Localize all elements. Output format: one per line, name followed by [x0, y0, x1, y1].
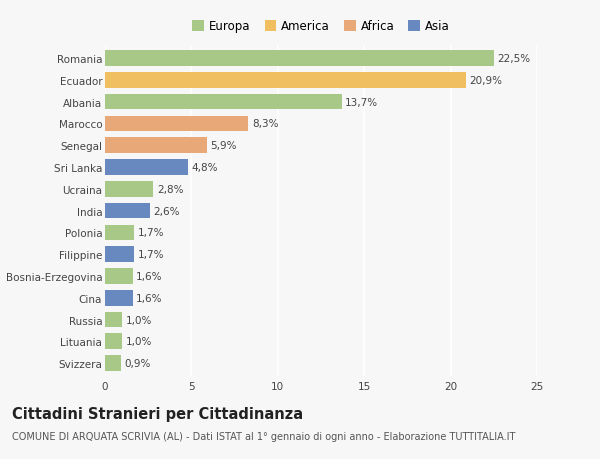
Text: 8,3%: 8,3%: [252, 119, 278, 129]
Bar: [105, 334, 122, 349]
Text: Cittadini Stranieri per Cittadinanza: Cittadini Stranieri per Cittadinanza: [12, 406, 303, 421]
Bar: [105, 51, 494, 67]
Bar: [105, 182, 154, 197]
Bar: [105, 95, 342, 110]
Text: 1,7%: 1,7%: [138, 250, 164, 260]
Text: 22,5%: 22,5%: [497, 54, 530, 64]
Text: 1,0%: 1,0%: [126, 336, 152, 347]
Text: 2,6%: 2,6%: [154, 206, 180, 216]
Bar: [105, 73, 466, 89]
Text: 2,8%: 2,8%: [157, 185, 184, 195]
Text: COMUNE DI ARQUATA SCRIVIA (AL) - Dati ISTAT al 1° gennaio di ogni anno - Elabora: COMUNE DI ARQUATA SCRIVIA (AL) - Dati IS…: [12, 431, 515, 442]
Bar: [105, 312, 122, 328]
Bar: [105, 160, 188, 175]
Bar: [105, 247, 134, 263]
Text: 1,0%: 1,0%: [126, 315, 152, 325]
Bar: [105, 116, 248, 132]
Bar: [105, 269, 133, 284]
Bar: [105, 290, 133, 306]
Text: 20,9%: 20,9%: [470, 76, 503, 86]
Bar: [105, 356, 121, 371]
Bar: [105, 138, 207, 154]
Text: 1,6%: 1,6%: [136, 293, 163, 303]
Legend: Europa, America, Africa, Asia: Europa, America, Africa, Asia: [193, 21, 449, 34]
Bar: [105, 203, 150, 219]
Text: 5,9%: 5,9%: [211, 141, 237, 151]
Text: 13,7%: 13,7%: [345, 97, 379, 107]
Text: 1,7%: 1,7%: [138, 228, 164, 238]
Text: 4,8%: 4,8%: [191, 162, 218, 173]
Text: 0,9%: 0,9%: [124, 358, 151, 368]
Bar: [105, 225, 134, 241]
Text: 1,6%: 1,6%: [136, 271, 163, 281]
